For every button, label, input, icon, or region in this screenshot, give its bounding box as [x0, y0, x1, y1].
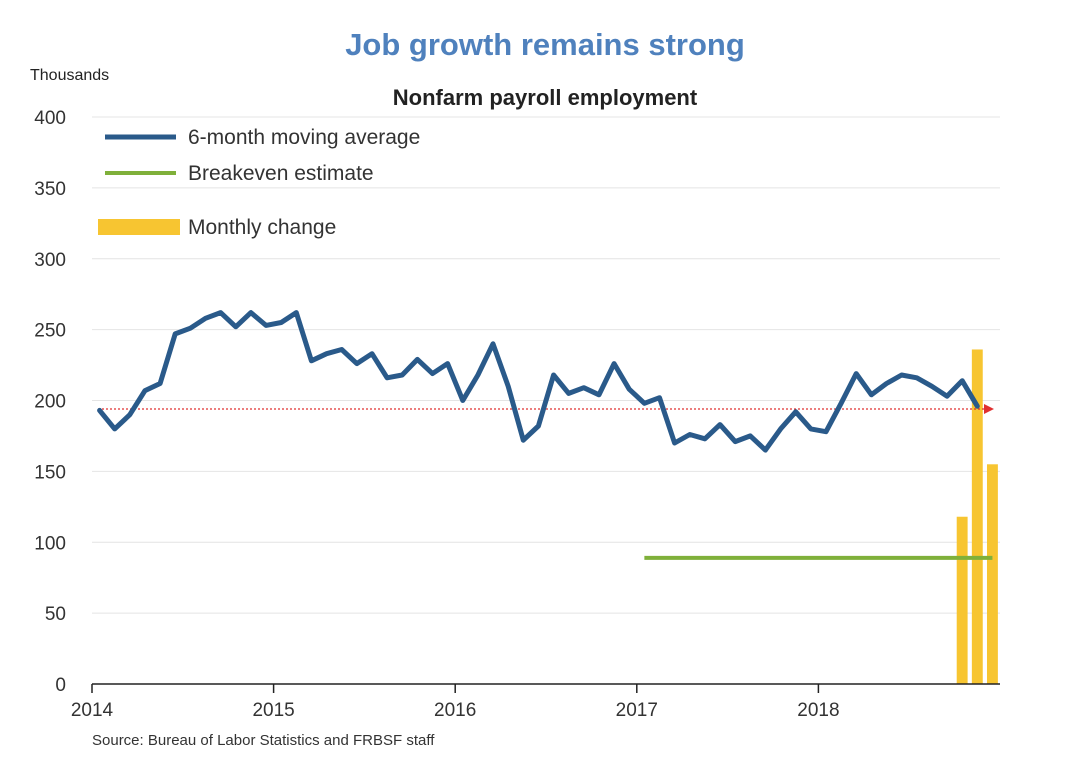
y-tick-label: 350 — [34, 179, 66, 200]
bar-monthly-change — [986, 464, 998, 684]
y-tick-label: 100 — [34, 533, 66, 554]
chart-title: Job growth remains strong — [345, 27, 745, 62]
x-tick-label: 2017 — [616, 700, 658, 721]
y-tick-label: 300 — [34, 250, 66, 271]
x-tick-label: 2014 — [71, 700, 114, 721]
legend-label: Monthly change — [188, 216, 336, 239]
gridlines — [92, 116, 1000, 614]
legend-label: 6-month moving average — [188, 126, 420, 149]
legend: 6-month moving average Breakeven estimate… — [98, 126, 420, 239]
y-tick-label: 0 — [55, 675, 66, 696]
y-axis: 0 50 100 150 200 250 300 350 400 — [34, 108, 66, 696]
x-tick-label: 2016 — [434, 700, 476, 721]
y-tick-label: 250 — [34, 321, 66, 342]
monthly-change-bars — [956, 349, 998, 684]
bar-monthly-change — [971, 349, 983, 684]
bar-monthly-change — [956, 516, 968, 684]
x-axis: 2014 2015 2016 2017 2018 — [71, 683, 1000, 721]
chart-subtitle: Nonfarm payroll employment — [393, 85, 698, 110]
y-tick-label: 150 — [34, 462, 66, 483]
y-tick-label: 400 — [34, 108, 66, 129]
x-tick-label: 2015 — [252, 700, 294, 721]
moving-average-line — [97, 310, 980, 453]
y-tick-label: 50 — [45, 604, 66, 625]
series-lines — [97, 310, 993, 560]
legend-label: Breakeven estimate — [188, 162, 374, 185]
x-tick-label: 2018 — [797, 700, 839, 721]
y-unit-label: Thousands — [30, 67, 109, 84]
source-note: Source: Bureau of Labor Statistics and F… — [92, 732, 435, 749]
reference-arrow — [984, 404, 994, 415]
legend-swatch — [98, 219, 180, 235]
y-tick-label: 200 — [34, 392, 66, 413]
